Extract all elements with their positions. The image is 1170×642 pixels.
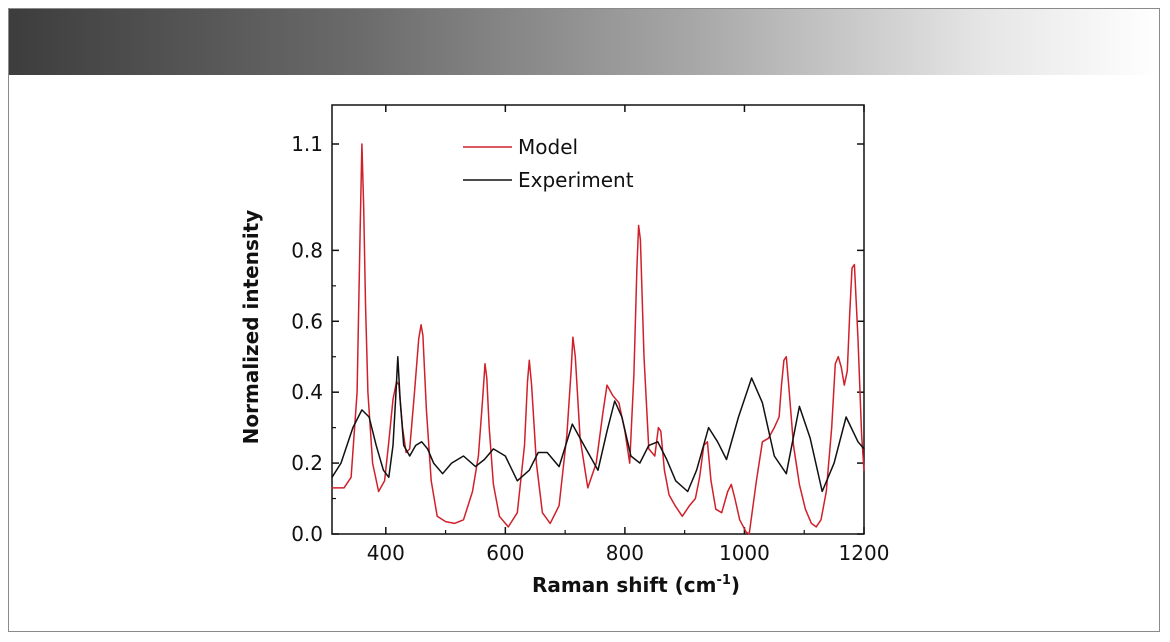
series-line-model: [331, 143, 865, 535]
x-axis-title: Raman shift (cm-1): [532, 573, 740, 597]
legend-label-experiment: Experiment: [518, 168, 634, 192]
y-tick-label: 0.2: [291, 451, 323, 475]
y-axis-ticks: 0.0 0.2 0.4 0.6 0.8 1.1: [291, 132, 864, 546]
x-tick-label: 1200: [839, 541, 890, 565]
y-tick-label: 0.4: [291, 380, 323, 404]
series-lines: [331, 143, 865, 535]
x-axis-title-superscript: -1: [716, 573, 730, 588]
y-tick-label: 0.8: [291, 238, 323, 262]
legend-label-model: Model: [518, 135, 578, 159]
y-tick-label: 0.0: [291, 522, 323, 546]
x-tick-label: 600: [486, 541, 524, 565]
series-line-experiment: [331, 355, 865, 493]
x-tick-label: 400: [367, 541, 405, 565]
plot-area: [331, 104, 865, 535]
x-axis-title-main: Raman shift (cm: [532, 573, 717, 597]
y-tick-label: 0.6: [291, 309, 323, 333]
y-tick-label: 1.1: [291, 132, 323, 156]
legend: Model Experiment: [463, 135, 634, 192]
x-axis-title-tail: ): [731, 573, 740, 597]
header-gradient-bar: [9, 9, 1159, 75]
x-axis-ticks: 400 600 800 1000 1200: [367, 105, 890, 565]
y-axis-title: Normalized intensity: [239, 210, 263, 445]
x-tick-label: 800: [606, 541, 644, 565]
figure-frame: [8, 8, 1160, 632]
x-tick-label: 1000: [719, 541, 770, 565]
